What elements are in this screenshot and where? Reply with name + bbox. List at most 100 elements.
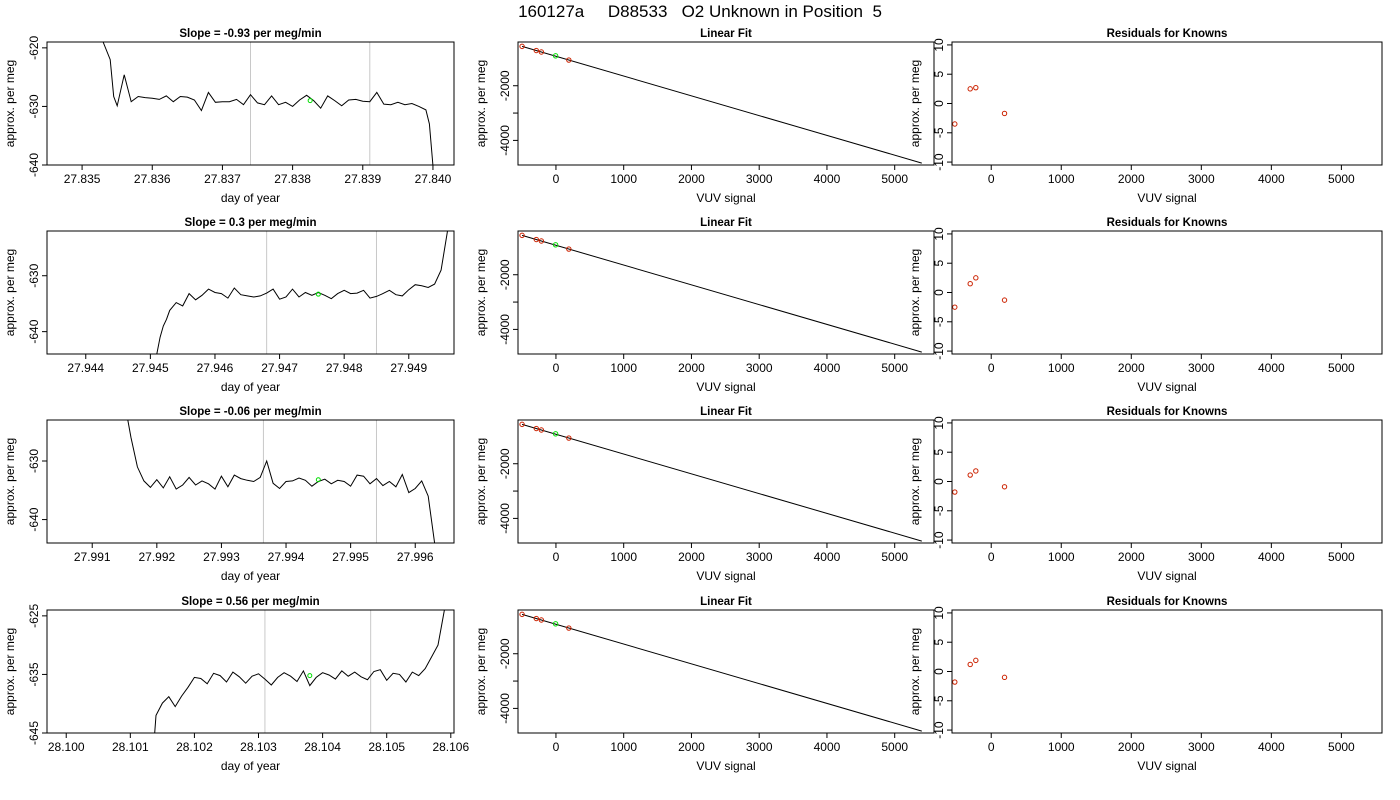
chart-2-ytick-label: -10 — [932, 153, 946, 171]
chart-8-xtick-label: 0 — [988, 550, 995, 564]
chart-10-known-point — [538, 617, 545, 623]
chart-9-unknown-marker — [307, 673, 313, 679]
chart-8-frame — [951, 419, 1383, 544]
chart-3-xtick-label: 27.947 — [261, 361, 298, 375]
chart-11-title: Residuals for Knowns — [1107, 596, 1228, 608]
chart-11-ytick-label: -10 — [932, 721, 946, 739]
chart-7-ytick-label: -2000 — [498, 448, 512, 479]
chart-9-xtick-label: 28.102 — [176, 740, 213, 754]
chart-5-ytick-label: 0 — [932, 289, 946, 296]
chart-6-xtick-label: 27.991 — [74, 550, 111, 564]
chart-4-xlabel: VUV signal — [696, 380, 755, 394]
chart-7-known-point — [533, 425, 539, 432]
chart-8-title: Residuals for Knowns — [1107, 406, 1228, 418]
chart-0-data — [102, 42, 434, 165]
chart-6-xtick-label: 27.995 — [332, 550, 369, 564]
chart-0-xtick-label: 27.835 — [64, 172, 101, 186]
chart-9-ytick-label: -625 — [27, 604, 41, 628]
chart-1-unknown-point — [552, 53, 559, 59]
chart-10-ylabel: approx. per meg — [474, 628, 488, 715]
chart-7-xtick-label: 1000 — [610, 550, 637, 564]
chart-4-xtick-label: 0 — [553, 361, 560, 375]
chart-10-panel: Linear Fit 0 1000 2000 3000 4000 5000 -4000 -200… — [474, 596, 935, 773]
chart-6-unknown-marker — [315, 477, 321, 483]
chart-2-xtick-label: 5000 — [1328, 172, 1355, 186]
chart-5-residual-point — [973, 275, 979, 281]
chart-0-xtick-label: 27.836 — [134, 172, 171, 186]
chart-2-xtick-label: 3000 — [1188, 172, 1215, 186]
chart-6-ytick-label: -640 — [27, 507, 41, 531]
chart-11-ytick-label: 10 — [932, 606, 946, 620]
chart-11-xtick-label: 3000 — [1188, 740, 1215, 754]
chart-8-xtick-label: 4000 — [1258, 550, 1285, 564]
chart-8-xlabel: VUV signal — [1137, 569, 1196, 583]
chart-6-ylabel: approx. per meg — [3, 438, 17, 525]
chart-6-ytick-label: -630 — [27, 449, 41, 473]
chart-3-xlabel: day of year — [221, 380, 280, 394]
chart-9-ytick-label: -635 — [27, 662, 41, 686]
chart-1-known-point — [538, 49, 545, 55]
chart-11-residual-point — [1001, 674, 1008, 681]
chart-8-residual-point — [967, 472, 973, 478]
chart-7-known-point — [538, 427, 545, 433]
chart-1-xtick-label: 0 — [553, 172, 560, 186]
chart-9-title: Slope = 0.56 per meg/min — [181, 596, 319, 608]
chart-1-known-point — [566, 57, 572, 63]
chart-1-ytick-label: -2000 — [498, 70, 512, 101]
chart-4-unknown-point — [552, 242, 559, 248]
chart-7-xtick-label: 0 — [553, 550, 560, 564]
chart-8-ylabel: approx. per meg — [908, 438, 922, 525]
chart-5-xtick-label: 4000 — [1258, 361, 1285, 375]
chart-7-known-point — [519, 421, 525, 428]
chart-2-ylabel: approx. per meg — [908, 60, 922, 147]
chart-9-xtick-label: 28.103 — [240, 740, 277, 754]
chart-4-ytick-label: -4000 — [498, 314, 512, 345]
chart-5-panel: Residuals for Knowns 0 1000 2000 3000 4000 500… — [908, 217, 1383, 394]
chart-5-ytick-label: -5 — [932, 316, 946, 327]
chart-6-xtick-label: 27.993 — [203, 550, 240, 564]
chart-5-xtick-label: 0 — [988, 361, 995, 375]
chart-1-xtick-label: 4000 — [814, 172, 841, 186]
chart-4-known-point — [519, 232, 525, 239]
chart-11-xtick-label: 2000 — [1118, 740, 1145, 754]
chart-1-xlabel: VUV signal — [696, 191, 755, 205]
chart-4-xtick-label: 5000 — [881, 361, 908, 375]
chart-0-unknown-marker — [307, 98, 313, 104]
chart-10-data — [519, 611, 922, 732]
chart-11-xtick-label: 4000 — [1258, 740, 1285, 754]
chart-11-xtick-label: 1000 — [1048, 740, 1075, 754]
chart-11-ytick-label: -5 — [932, 695, 946, 706]
chart-8-ytick-label: 10 — [932, 416, 946, 430]
chart-7-xtick-label: 4000 — [814, 550, 841, 564]
chart-6-xtick-label: 27.996 — [397, 550, 434, 564]
chart-11-ytick-label: 5 — [932, 639, 946, 646]
chart-0-ytick-label: -640 — [27, 153, 41, 177]
chart-6-frame — [46, 419, 455, 544]
chart-6-xlabel: day of year — [221, 569, 280, 583]
chart-8-ytick-label: 5 — [932, 449, 946, 456]
chart-9-xtick-label: 28.104 — [304, 740, 341, 754]
chart-2-ytick-label: 10 — [932, 38, 946, 52]
chart-0-ylabel: approx. per meg — [3, 60, 17, 147]
chart-0-xtick-label: 27.837 — [204, 172, 241, 186]
chart-9-frame — [46, 609, 455, 734]
chart-1-title: Linear Fit — [700, 28, 752, 40]
chart-2-ytick-label: 5 — [932, 71, 946, 78]
chart-9-xlabel: day of year — [221, 759, 280, 773]
chart-6-xtick-label: 27.994 — [268, 550, 305, 564]
chart-7-frame — [517, 419, 935, 544]
chart-4-known-point — [566, 246, 572, 252]
chart-3-xtick-label: 27.946 — [197, 361, 234, 375]
chart-8-panel: Residuals for Knowns 0 1000 2000 3000 4000 500… — [908, 406, 1383, 583]
chart-3-xtick-label: 27.949 — [390, 361, 427, 375]
chart-6-title: Slope = -0.06 per meg/min — [179, 406, 321, 418]
chart-4-frame — [517, 230, 935, 355]
chart-11-data — [952, 657, 1008, 685]
chart-7-ylabel: approx. per meg — [474, 438, 488, 525]
chart-1-xtick-label: 1000 — [610, 172, 637, 186]
chart-7-unknown-point — [552, 431, 559, 437]
chart-10-known-point — [533, 615, 539, 622]
chart-10-unknown-point — [552, 621, 559, 627]
chart-7-fit-line — [521, 423, 922, 542]
chart-8-xtick-label: 2000 — [1118, 550, 1145, 564]
